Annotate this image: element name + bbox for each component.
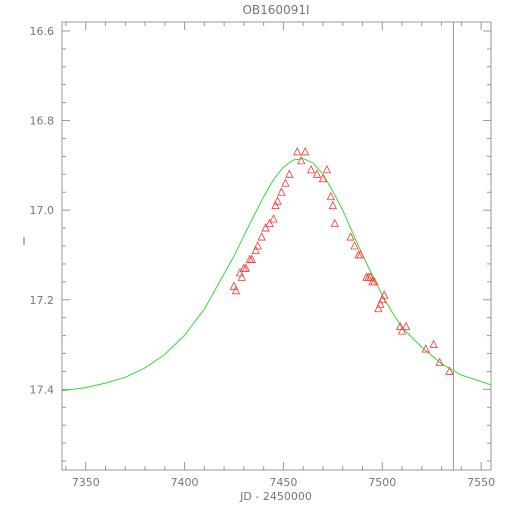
data-point bbox=[237, 272, 247, 281]
data-point bbox=[273, 196, 282, 205]
data-point bbox=[397, 326, 407, 335]
data-point bbox=[285, 169, 294, 178]
y-tick-label: 17.0 bbox=[30, 204, 55, 217]
y-tick-label: 17.4 bbox=[30, 383, 55, 396]
data-point bbox=[380, 290, 389, 299]
x-tick-label: 7450 bbox=[269, 476, 297, 489]
data-point bbox=[346, 232, 355, 241]
data-point bbox=[376, 299, 385, 308]
x-tick-label: 7500 bbox=[368, 476, 396, 489]
data-point bbox=[235, 267, 245, 277]
model-layer bbox=[61, 158, 492, 392]
y-tick-label: 17.2 bbox=[30, 294, 55, 307]
data-point bbox=[326, 191, 336, 201]
data-point bbox=[231, 285, 241, 295]
data-point bbox=[370, 276, 379, 286]
data-point bbox=[374, 303, 383, 313]
data-point bbox=[277, 187, 286, 196]
data-point bbox=[312, 169, 322, 178]
data-point bbox=[293, 147, 302, 156]
x-tick-label: 7400 bbox=[171, 476, 199, 489]
data-point bbox=[251, 245, 260, 254]
x-axis-label: JD - 2450000 bbox=[239, 490, 312, 503]
data-point bbox=[356, 250, 365, 259]
data-point bbox=[297, 155, 306, 165]
x-tick-label: 7550 bbox=[467, 476, 495, 489]
y-tick-label: 16.8 bbox=[30, 115, 55, 128]
data-point bbox=[247, 254, 256, 263]
data-point bbox=[257, 232, 266, 241]
data-point bbox=[261, 223, 270, 232]
x-tick-label: 7350 bbox=[72, 476, 100, 489]
model-curve bbox=[61, 158, 492, 392]
data-point bbox=[229, 281, 239, 290]
data-point bbox=[445, 366, 454, 375]
data-point bbox=[421, 344, 430, 353]
data-point bbox=[378, 294, 387, 304]
y-axis-label: I bbox=[22, 235, 25, 248]
y-tick-label: 16.6 bbox=[30, 25, 55, 38]
chart-title: OB160091I bbox=[242, 3, 309, 17]
data-point bbox=[281, 178, 290, 187]
data-point bbox=[306, 164, 316, 174]
data-point bbox=[435, 357, 444, 366]
data-point bbox=[350, 241, 359, 250]
data-point bbox=[265, 218, 274, 228]
data-point bbox=[253, 241, 262, 250]
data-point bbox=[271, 200, 280, 210]
data-point bbox=[269, 214, 278, 223]
data-point bbox=[330, 218, 339, 228]
data-point bbox=[395, 321, 405, 331]
data-point bbox=[241, 263, 251, 272]
data-point bbox=[328, 200, 337, 210]
plot-frame bbox=[61, 21, 492, 471]
data-point bbox=[366, 272, 375, 281]
data-point bbox=[401, 321, 411, 331]
points-layer bbox=[229, 147, 454, 375]
data-point bbox=[322, 164, 332, 174]
data-point bbox=[429, 339, 438, 348]
data-point bbox=[318, 173, 328, 183]
axes-layer: 7350 7400 7450 7500 7550 16.6 16.8 17.0 17.2 17.4 bbox=[30, 22, 495, 489]
data-point bbox=[301, 147, 310, 156]
